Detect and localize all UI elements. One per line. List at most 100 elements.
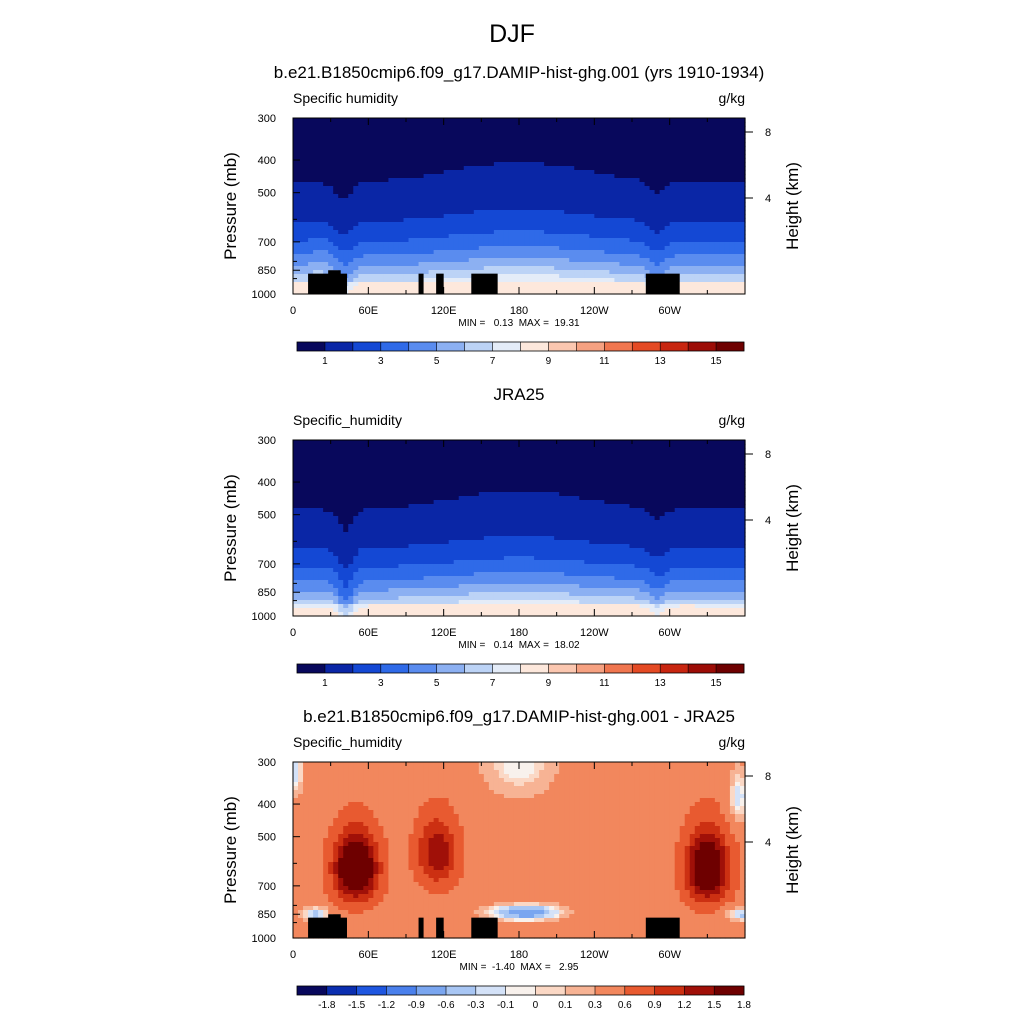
colorbar-swatch xyxy=(684,986,714,995)
colorbar-swatch xyxy=(521,664,549,673)
colorbar-swatch xyxy=(595,986,625,995)
colorbar-swatch xyxy=(604,664,632,673)
colorbar-swatch xyxy=(381,664,409,673)
colorbar-swatch xyxy=(716,664,744,673)
colorbar-swatch xyxy=(660,664,688,673)
y-axis-right-title: Height (km) xyxy=(783,806,802,894)
colorbar-swatch xyxy=(325,664,353,673)
colorbar-swatch xyxy=(381,342,409,351)
topography-mask xyxy=(308,918,347,938)
topography-mask xyxy=(646,918,680,938)
topography-mask xyxy=(328,914,341,938)
min-max-label: MIN = 0.14 MAX = 18.02 xyxy=(458,640,580,651)
colorbar-label: 3 xyxy=(378,678,384,689)
colorbar-swatch xyxy=(297,342,325,351)
colorbar-label: -0.1 xyxy=(497,1000,515,1011)
colorbar-swatch xyxy=(632,342,660,351)
y-tick-label: 300 xyxy=(258,113,276,125)
y-tick-label: 300 xyxy=(258,435,276,447)
x-tick-label: 0 xyxy=(290,627,296,639)
colorbar-swatch xyxy=(576,342,604,351)
topography-mask xyxy=(471,918,497,938)
y-tick-label: 1000 xyxy=(252,933,276,945)
colorbar-swatch xyxy=(327,986,357,995)
colorbar-swatch xyxy=(493,342,521,351)
colorbar-label: -0.6 xyxy=(437,1000,455,1011)
y-right-tick-label: 8 xyxy=(765,449,771,461)
y-tick-label: 700 xyxy=(258,559,276,571)
field-cells xyxy=(293,440,746,617)
colorbar-swatch xyxy=(625,986,655,995)
colorbar-swatch xyxy=(576,664,604,673)
colorbar-label: 0.6 xyxy=(618,1000,632,1011)
x-tick-label: 60W xyxy=(658,949,681,961)
panel-title: b.e21.B1850cmip6.f09_g17.DAMIP-hist-ghg.… xyxy=(274,63,764,82)
x-tick-label: 120E xyxy=(431,305,457,317)
field-cells xyxy=(293,762,746,939)
colorbar-label: -0.3 xyxy=(467,1000,485,1011)
colorbar-label: 1.8 xyxy=(737,1000,751,1011)
topography-mask xyxy=(436,918,444,938)
x-tick-label: 180 xyxy=(510,305,528,317)
topography-mask xyxy=(646,274,680,294)
y-tick-label: 300 xyxy=(258,757,276,769)
colorbar-label: 3 xyxy=(378,356,384,367)
colorbar-swatch xyxy=(409,342,437,351)
y-right-tick-label: 4 xyxy=(765,837,771,849)
colorbar-swatch xyxy=(716,342,744,351)
y-right-tick-label: 4 xyxy=(765,193,771,205)
units-label: g/kg xyxy=(719,734,745,750)
colorbar-label: 11 xyxy=(599,356,610,367)
colorbar-swatch xyxy=(353,664,381,673)
colorbar-label: -1.8 xyxy=(318,1000,336,1011)
colorbar-swatch xyxy=(357,986,387,995)
x-tick-label: 60E xyxy=(359,949,379,961)
y-tick-label: 500 xyxy=(258,188,276,200)
colorbar-label: -1.2 xyxy=(378,1000,396,1011)
variable-label: Specific humidity xyxy=(293,90,398,106)
y-tick-label: 1000 xyxy=(252,611,276,623)
units-label: g/kg xyxy=(719,90,745,106)
x-tick-label: 120E xyxy=(431,949,457,961)
colorbar-swatch xyxy=(465,664,493,673)
colorbar-swatch xyxy=(437,664,465,673)
topography-mask xyxy=(419,274,424,294)
y-tick-label: 400 xyxy=(258,799,276,811)
min-max-label: MIN = 0.13 MAX = 19.31 xyxy=(458,318,580,329)
colorbar-swatch xyxy=(535,986,565,995)
x-tick-label: 180 xyxy=(510,949,528,961)
colorbar-label: 7 xyxy=(490,678,496,689)
y-tick-label: 850 xyxy=(258,587,276,599)
colorbar-swatch xyxy=(655,986,685,995)
colorbar-label: 1.2 xyxy=(677,1000,691,1011)
colorbar-label: 0.3 xyxy=(588,1000,602,1011)
x-tick-label: 120E xyxy=(431,627,457,639)
y-tick-label: 1000 xyxy=(252,289,276,301)
y-axis-title: Pressure (mb) xyxy=(221,152,240,260)
colorbar-label: -1.5 xyxy=(348,1000,366,1011)
colorbar-label: 15 xyxy=(711,678,723,689)
colorbar-swatch xyxy=(353,342,381,351)
y-axis-right-title: Height (km) xyxy=(783,484,802,572)
x-tick-label: 120W xyxy=(580,627,609,639)
y-tick-label: 850 xyxy=(258,265,276,277)
colorbar-label: 0.9 xyxy=(648,1000,662,1011)
x-tick-label: 180 xyxy=(510,627,528,639)
colorbar-swatch xyxy=(297,664,325,673)
y-tick-label: 500 xyxy=(258,510,276,522)
panel-model: b.e21.B1850cmip6.f09_g17.DAMIP-hist-ghg.… xyxy=(0,58,1024,388)
colorbar-swatch xyxy=(386,986,416,995)
x-tick-label: 120W xyxy=(580,949,609,961)
y-axis-title: Pressure (mb) xyxy=(221,796,240,904)
y-axis-title: Pressure (mb) xyxy=(221,474,240,582)
colorbar-swatch xyxy=(476,986,506,995)
field-cells xyxy=(293,118,746,295)
colorbar-swatch xyxy=(493,664,521,673)
colorbar-label: 5 xyxy=(434,356,440,367)
topography-mask xyxy=(436,274,444,294)
colorbar-swatch xyxy=(688,342,716,351)
colorbar-label: 1 xyxy=(322,356,328,367)
colorbar-label: 13 xyxy=(655,356,667,367)
y-tick-label: 400 xyxy=(258,155,276,167)
